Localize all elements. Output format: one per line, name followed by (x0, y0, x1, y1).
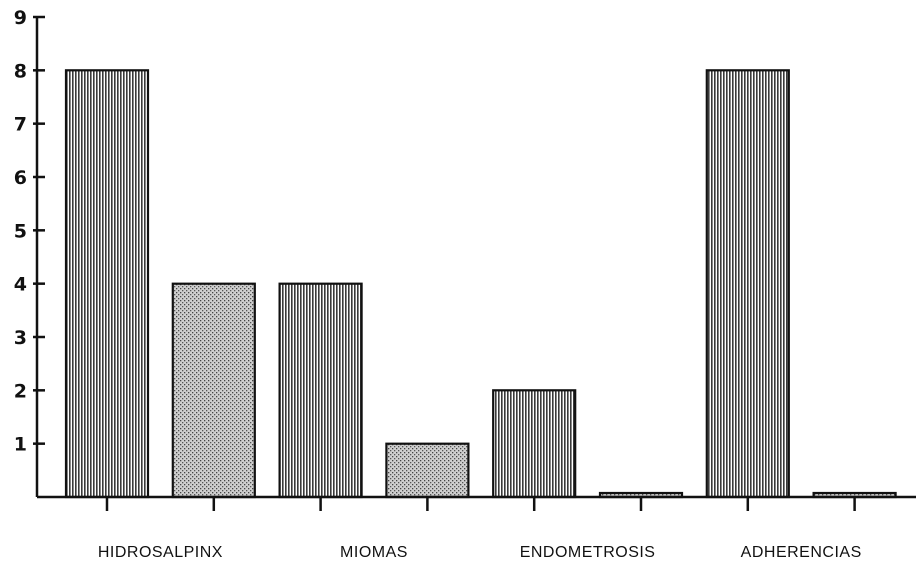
y-tick-label-1: 1 (14, 434, 27, 456)
y-tick-label-2: 2 (14, 380, 27, 402)
axes-group: 1 2 3 4 5 6 7 8 9 HIDROSALPINX MIOMAS ENDOMETROSIS A… (14, 7, 916, 561)
bar-hidrosalpinx-2 (171, 282, 256, 499)
y-tick-label-8: 8 (14, 60, 27, 82)
bar-miomas-2 (385, 442, 470, 499)
y-tick-label-4: 4 (14, 274, 27, 296)
y-tick-label-3: 3 (14, 327, 27, 349)
y-tick-label-6: 6 (14, 167, 27, 189)
y-tick-label-5: 5 (14, 220, 27, 242)
category-label-endometrosis: ENDOMETROSIS (520, 544, 656, 561)
category-label-hidrosalpinx: HIDROSALPINX (98, 544, 223, 561)
bar-endometrosis-1 (492, 389, 577, 499)
y-tick-label-9: 9 (14, 7, 27, 29)
bar-miomas-1 (278, 282, 363, 499)
category-label-miomas: MIOMAS (340, 544, 408, 561)
y-tick-label-7: 7 (14, 114, 27, 136)
bars-group (64, 69, 897, 499)
category-label-adherencias: ADHERENCIAS (741, 544, 862, 561)
bar-hidrosalpinx-1 (64, 69, 150, 499)
bar-adherencias-1 (705, 69, 790, 499)
